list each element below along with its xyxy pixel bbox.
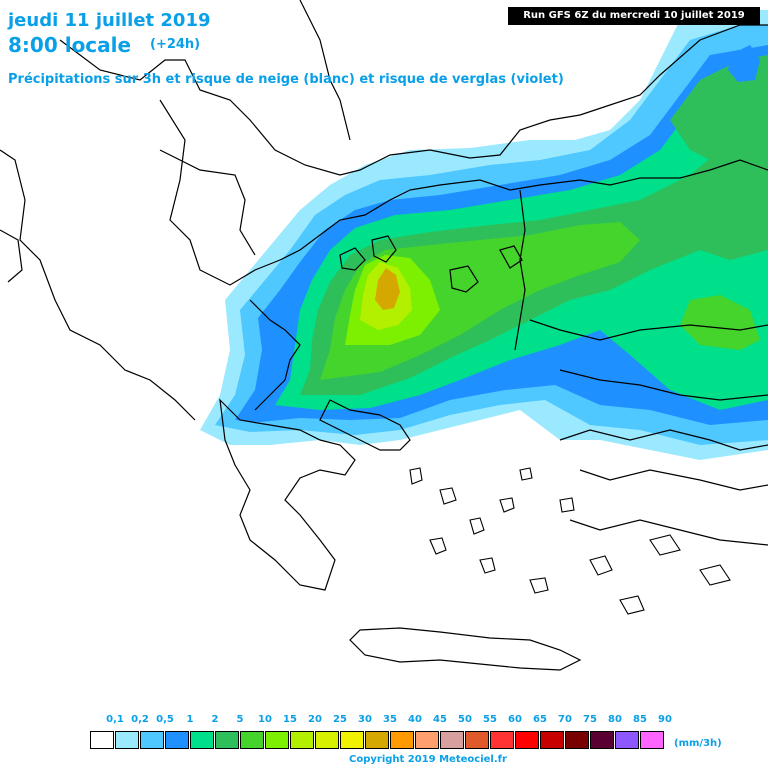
legend-swatch [415, 731, 439, 749]
legend-swatch [165, 731, 189, 749]
legend-swatch [490, 731, 514, 749]
lead-time: (+24h) [150, 37, 201, 52]
legend-label: 40 [408, 714, 422, 725]
legend-swatch [240, 731, 264, 749]
border-lines [0, 0, 768, 671]
legend-label: 0,2 [131, 714, 149, 725]
legend-swatch [540, 731, 564, 749]
legend-swatch [615, 731, 639, 749]
legend-swatch [640, 731, 664, 749]
legend-label: 1 [186, 714, 194, 725]
legend-swatch [90, 731, 114, 749]
legend-swatch [190, 731, 214, 749]
legend-label: 15 [283, 714, 297, 725]
legend-swatch [140, 731, 164, 749]
legend-swatch [590, 731, 614, 749]
run-info: Run GFS 6Z du mercredi 10 juillet 2019 [508, 7, 760, 25]
forecast-time: 8:00 locale [8, 33, 132, 57]
legend-label: 20 [308, 714, 322, 725]
islands [409, 467, 731, 615]
copyright-notice: Copyright 2019 Meteociel.fr [349, 754, 507, 765]
legend-label: 2 [211, 714, 219, 725]
legend-label: 35 [383, 714, 397, 725]
legend-swatch [215, 731, 239, 749]
legend-label: 75 [583, 714, 597, 725]
legend-label: 25 [333, 714, 347, 725]
legend-label: 80 [608, 714, 622, 725]
legend-swatch [290, 731, 314, 749]
legend-swatch [365, 731, 389, 749]
legend-label: 5 [236, 714, 244, 725]
forecast-date: jeudi 11 juillet 2019 [8, 10, 211, 31]
legend-label: 85 [633, 714, 647, 725]
legend-label: 45 [433, 714, 447, 725]
legend-swatch [315, 731, 339, 749]
legend-units: (mm/3h) [674, 738, 722, 749]
legend-label: 0,1 [106, 714, 124, 725]
legend-swatch [115, 731, 139, 749]
legend-label: 55 [483, 714, 497, 725]
legend-swatch [390, 731, 414, 749]
legend-swatch [515, 731, 539, 749]
legend-swatch [340, 731, 364, 749]
legend-label: 70 [558, 714, 572, 725]
legend-label: 90 [658, 714, 672, 725]
legend-label: 50 [458, 714, 472, 725]
legend-label: 30 [358, 714, 372, 725]
legend-label: 60 [508, 714, 522, 725]
legend-swatch [465, 731, 489, 749]
legend-label: 10 [258, 714, 272, 725]
precipitation-field [200, 10, 768, 460]
legend-label: 65 [533, 714, 547, 725]
legend-swatch [440, 731, 464, 749]
legend-swatch [565, 731, 589, 749]
legend-label: 0,5 [156, 714, 174, 725]
legend-swatch [265, 731, 289, 749]
map-subtitle: Précipitations sur 3h et risque de neige… [8, 72, 564, 87]
